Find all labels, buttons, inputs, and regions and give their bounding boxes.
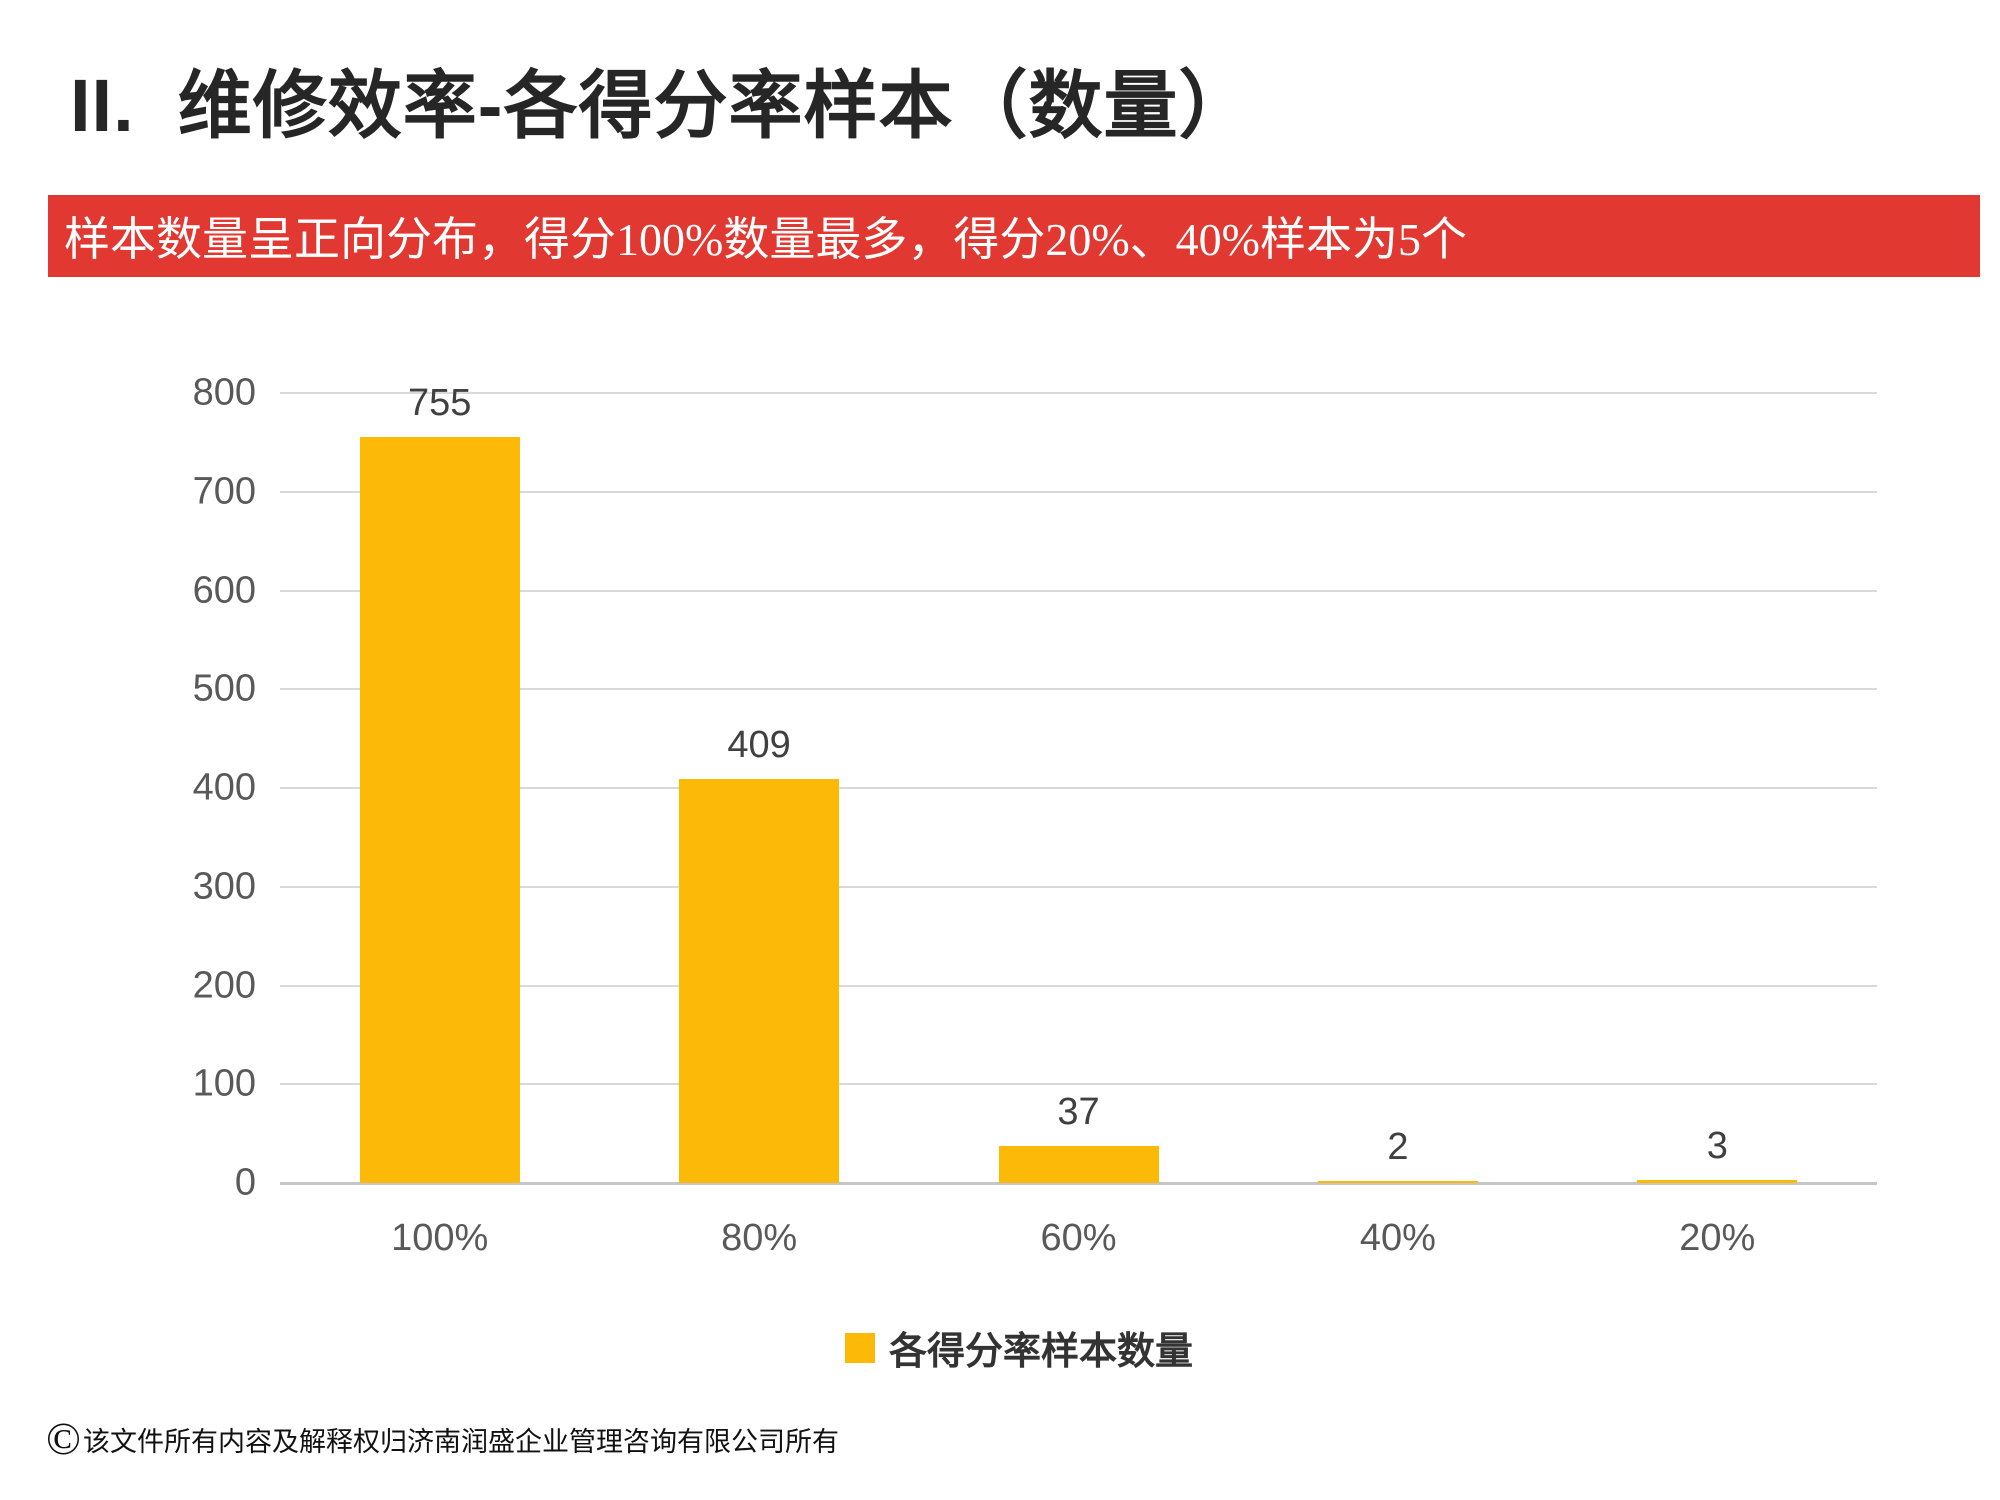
- x-axis-category-label: 60%: [1040, 1217, 1117, 1259]
- copyright-text: 该文件所有内容及解释权归济南润盛企业管理咨询有限公司所有: [82, 1426, 839, 1457]
- y-axis-tick-label: 300: [192, 865, 256, 908]
- y-axis-tick-label: 700: [192, 470, 256, 513]
- footer: © 该文件所有内容及解释权归济南润盛企业管理咨询有限公司所有: [46, 1416, 839, 1462]
- gridline-100: [280, 1083, 1877, 1086]
- gridline-600: [280, 589, 1877, 592]
- gridline-400: [280, 787, 1877, 789]
- bar-100%: [360, 437, 520, 1183]
- bar-value-label: 37: [1057, 1091, 1100, 1133]
- y-axis-tick-label: 500: [192, 667, 256, 710]
- plot-area: 0 100 200 300 400 500 600 700 800 755 100% 409 80% 37…: [193, 372, 1877, 1259]
- gridline-500: [280, 688, 1877, 691]
- gridline-800: [280, 392, 1877, 394]
- bar-40%: [1318, 1181, 1478, 1183]
- legend-color-swatch: [845, 1332, 875, 1363]
- bar-value-label: 755: [407, 382, 472, 424]
- gridline-0: [280, 1182, 1877, 1185]
- bar-20%: [1637, 1180, 1797, 1183]
- banner-text: 样本数量呈正向分布，得分100%数量最多，得分20%、40%样本为5个: [64, 214, 1467, 265]
- bar-value-label: 409: [727, 724, 791, 766]
- page-title: II. 维修效率-各得分率样本（数量）: [70, 64, 1254, 147]
- legend-label: 各得分率样本数量: [889, 1331, 1194, 1373]
- highlight-banner: 样本数量呈正向分布，得分100%数量最多，得分20%、40%样本为5个: [48, 195, 1980, 277]
- bar-80%: [679, 779, 839, 1183]
- y-axis-tick-label: 400: [192, 766, 256, 809]
- gridline-200: [280, 984, 1877, 987]
- x-axis-category-label: 100%: [391, 1217, 489, 1259]
- gridline-700: [280, 490, 1877, 493]
- y-axis-tick-label: 100: [192, 1062, 256, 1105]
- gridline-300: [280, 885, 1877, 888]
- y-axis-tick-label: 200: [192, 964, 256, 1006]
- y-axis-tick-label: 800: [192, 371, 256, 414]
- chart-legend: 各得分率样本数量: [845, 1320, 1193, 1375]
- bar-value-label: 3: [1706, 1125, 1728, 1167]
- x-axis-category-label: 20%: [1679, 1217, 1756, 1259]
- x-axis-category-label: 40%: [1359, 1217, 1436, 1259]
- y-axis-tick-label: 0: [234, 1161, 256, 1204]
- y-axis-tick-label: 600: [192, 569, 256, 611]
- copyright-icon: ©: [46, 1413, 81, 1464]
- x-axis-category-label: 80%: [721, 1217, 798, 1259]
- bar-value-label: 2: [1387, 1126, 1409, 1168]
- bar-60%: [999, 1146, 1159, 1183]
